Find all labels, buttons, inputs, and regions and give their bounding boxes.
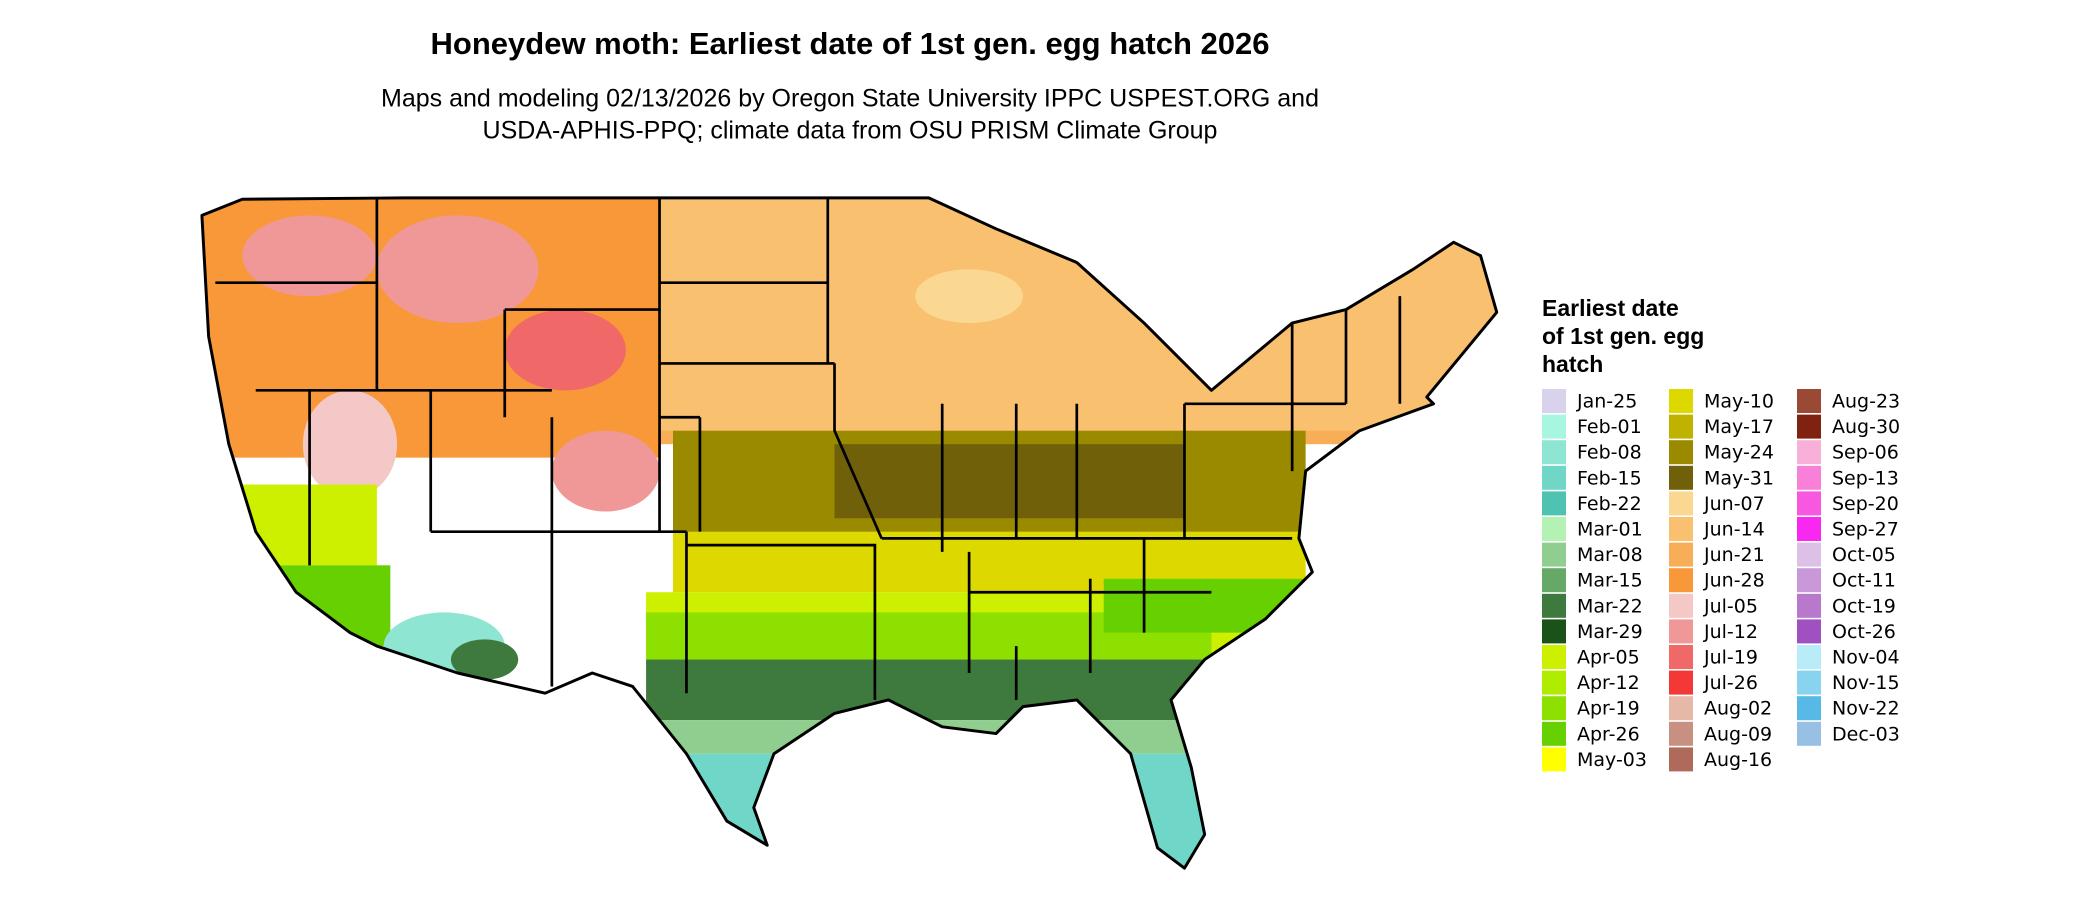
legend-swatch [1797, 670, 1821, 695]
legend-swatch [1669, 491, 1693, 516]
legend-swatch [1542, 542, 1566, 567]
legend-label: Apr-26 [1577, 723, 1640, 745]
legend-swatch [1542, 517, 1566, 541]
legend-label: Aug-02 [1704, 698, 1772, 720]
legend-label: Oct-19 [1832, 595, 1896, 617]
legend-label: Mar-15 [1577, 570, 1643, 592]
legend-swatch [1542, 670, 1566, 695]
us-map [200, 196, 1499, 870]
legend-swatch [1542, 645, 1566, 669]
legend-label: Apr-05 [1577, 647, 1640, 669]
legend-label: Jul-05 [1703, 595, 1758, 617]
legend-label: Aug-23 [1832, 391, 1900, 413]
legend-title: hatch [1542, 351, 1603, 377]
legend-label: Nov-15 [1832, 672, 1900, 694]
legend-label: Jul-12 [1703, 621, 1758, 643]
legend-label: Sep-20 [1832, 493, 1899, 515]
map-subtitle: USDA-APHIS-PPQ; climate data from OSU PR… [483, 117, 1218, 145]
legend-swatch [1669, 747, 1693, 772]
legend-swatch [1669, 721, 1693, 746]
legend-swatch [1542, 619, 1566, 644]
legend-title: of 1st gen. egg [1542, 323, 1704, 349]
legend-label: Jun-14 [1703, 519, 1765, 541]
legend-swatch [1669, 696, 1693, 721]
legend-swatch [1797, 491, 1821, 516]
legend-swatch [1797, 517, 1821, 541]
legend-label: Dec-03 [1832, 723, 1900, 745]
legend-label: Feb-22 [1577, 493, 1642, 515]
legend-label: Jun-21 [1703, 544, 1765, 566]
map-subtitle: Maps and modeling 02/13/2026 by Oregon S… [381, 85, 1319, 113]
legend-swatch [1669, 593, 1693, 618]
legend-label: May-10 [1704, 391, 1774, 413]
legend-label: Mar-29 [1577, 621, 1643, 643]
legend-swatch [1797, 465, 1821, 490]
legend-label: Apr-19 [1577, 698, 1640, 720]
legend-swatch [1542, 414, 1566, 439]
legend-swatch [1797, 645, 1821, 669]
legend-swatch [1669, 645, 1693, 669]
legend-label: Sep-27 [1832, 519, 1899, 541]
legend-label: Jan-25 [1576, 391, 1637, 413]
legend-label: Feb-01 [1577, 416, 1642, 438]
legend-swatch [1669, 568, 1693, 593]
legend-label: May-17 [1704, 416, 1774, 438]
legend-swatch [1669, 670, 1693, 695]
legend-label: May-24 [1704, 442, 1774, 464]
legend-swatch [1669, 465, 1693, 490]
legend-swatch [1669, 619, 1693, 644]
legend-label: Mar-22 [1577, 595, 1643, 617]
legend-label: Sep-13 [1832, 467, 1899, 489]
legend-label: Mar-01 [1577, 519, 1643, 541]
legend: Earliest date of 1st gen. egg hatch Jan-… [1542, 295, 1900, 772]
legend-swatch [1542, 440, 1566, 465]
legend-label: Jul-19 [1703, 647, 1758, 669]
legend-swatch [1669, 440, 1693, 465]
legend-swatch [1797, 619, 1821, 644]
legend-label: Nov-22 [1832, 698, 1900, 720]
legend-label: Feb-08 [1577, 442, 1642, 464]
legend-swatch [1542, 721, 1566, 746]
legend-swatch [1797, 721, 1821, 746]
legend-title: Earliest date [1542, 295, 1679, 321]
legend-label: Feb-15 [1577, 467, 1642, 489]
legend-swatch [1542, 465, 1566, 490]
legend-swatch [1669, 517, 1693, 541]
legend-label: Sep-06 [1832, 442, 1899, 464]
legend-swatch [1669, 542, 1693, 567]
legend-label: Aug-09 [1704, 723, 1772, 745]
legend-swatch [1797, 593, 1821, 618]
legend-swatch [1542, 593, 1566, 618]
legend-swatch [1542, 747, 1566, 772]
legend-label: Mar-08 [1577, 544, 1643, 566]
legend-label: May-31 [1704, 467, 1774, 489]
legend-label: May-03 [1577, 749, 1647, 771]
legend-label: Oct-05 [1832, 544, 1896, 566]
legend-label: Oct-11 [1832, 570, 1896, 592]
legend-swatch [1669, 414, 1693, 439]
legend-swatch [1797, 696, 1821, 721]
legend-swatch [1797, 568, 1821, 593]
legend-swatch [1542, 491, 1566, 516]
legend-swatch [1669, 389, 1693, 413]
legend-label: Jul-26 [1703, 672, 1758, 694]
legend-label: Apr-12 [1577, 672, 1640, 694]
legend-label: Aug-16 [1704, 749, 1772, 771]
legend-label: Oct-26 [1832, 621, 1896, 643]
state-lines [215, 197, 1402, 700]
legend-label: Jun-07 [1703, 493, 1765, 515]
legend-label: Jun-28 [1703, 570, 1765, 592]
legend-swatch [1542, 696, 1566, 721]
legend-swatch [1797, 414, 1821, 439]
legend-label: Aug-30 [1832, 416, 1900, 438]
legend-swatch [1542, 389, 1566, 413]
legend-swatch [1797, 542, 1821, 567]
map-title: Honeydew moth: Earliest date of 1st gen.… [431, 26, 1270, 61]
legend-swatch [1542, 568, 1566, 593]
legend-label: Nov-04 [1832, 647, 1900, 669]
legend-swatch [1797, 440, 1821, 465]
legend-swatch [1797, 389, 1821, 413]
